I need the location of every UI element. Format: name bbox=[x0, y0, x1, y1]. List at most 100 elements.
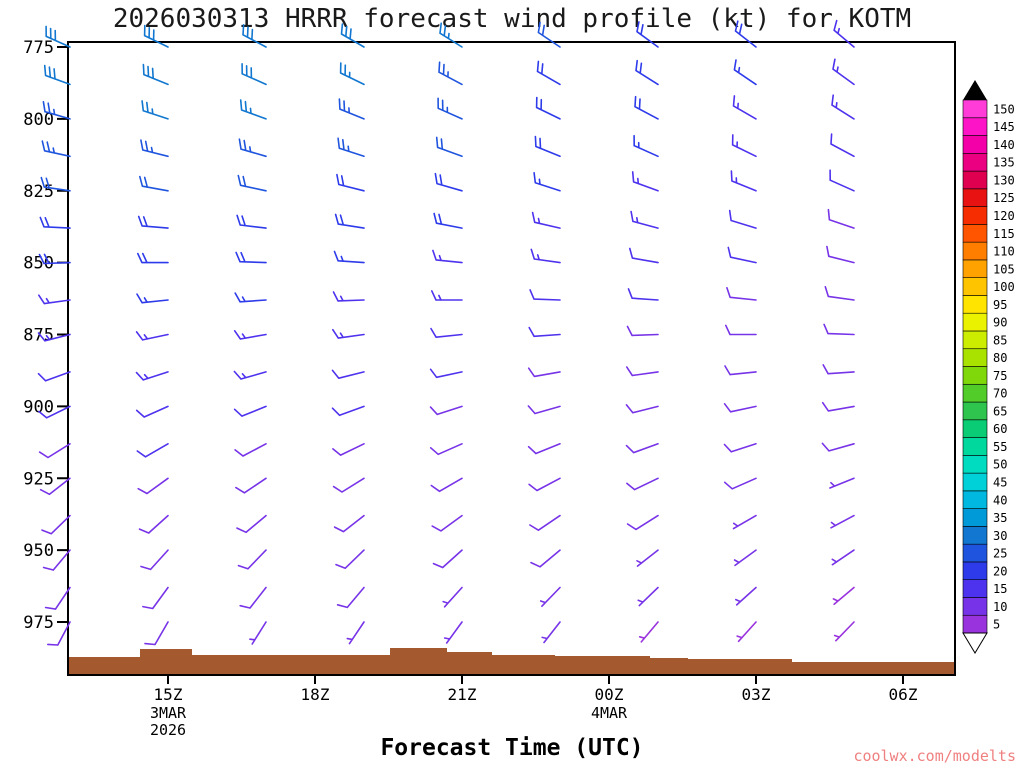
colorbar-segment bbox=[962, 277, 988, 296]
wind-barb bbox=[332, 477, 365, 493]
terrain-segment bbox=[688, 659, 792, 675]
date-sublabel: 4MAR bbox=[591, 704, 628, 722]
wind-barb bbox=[443, 621, 463, 644]
wind-barb bbox=[137, 477, 169, 495]
wind-barb bbox=[627, 288, 659, 301]
wind-barb bbox=[430, 477, 463, 493]
colorbar-segment bbox=[962, 401, 988, 421]
wind-barb bbox=[530, 248, 561, 264]
wind-barb bbox=[736, 621, 757, 643]
colorbar-label: 110 bbox=[993, 245, 1015, 259]
wind-barb bbox=[331, 405, 365, 417]
wind-barb bbox=[430, 327, 463, 338]
wind-barb bbox=[833, 621, 855, 642]
wind-barb bbox=[135, 371, 169, 381]
colorbar-segment bbox=[962, 526, 988, 545]
wind-barb bbox=[47, 621, 71, 646]
wind-barb bbox=[437, 97, 463, 120]
wind-barb bbox=[429, 405, 463, 416]
x-tick-label: 06Z bbox=[889, 685, 918, 704]
wind-barb bbox=[830, 514, 855, 529]
wind-barb bbox=[141, 100, 169, 120]
wind-barb bbox=[435, 136, 463, 158]
wind-barb bbox=[734, 20, 757, 48]
wind-barb bbox=[334, 213, 365, 229]
x-tick-label: 21Z bbox=[448, 685, 477, 704]
wind-barb bbox=[822, 364, 855, 375]
date-sublabel: 3MAR bbox=[150, 704, 187, 722]
barb-column bbox=[37, 25, 71, 646]
wind-barb bbox=[434, 172, 463, 192]
wind-barb bbox=[432, 549, 463, 569]
colorbar-segment bbox=[962, 614, 988, 634]
wind-barb bbox=[42, 549, 71, 571]
colorbar-segment bbox=[962, 490, 988, 509]
wind-barb bbox=[829, 169, 855, 192]
wind-barb bbox=[730, 170, 757, 192]
x-axis-title: Forecast Time (UTC) bbox=[380, 735, 644, 761]
colorbar-label: 150 bbox=[993, 102, 1015, 116]
colorbar-segment bbox=[962, 561, 988, 581]
wind-barb bbox=[45, 25, 71, 48]
wind-barb bbox=[832, 586, 855, 605]
wind-barb bbox=[727, 246, 757, 264]
wind-barb bbox=[249, 621, 267, 645]
wind-barb bbox=[833, 19, 855, 48]
wind-barb bbox=[633, 134, 659, 158]
plot-frame bbox=[67, 41, 956, 676]
wind-barb bbox=[335, 549, 365, 569]
x-tick-label: 00Z bbox=[595, 685, 624, 704]
wind-barb bbox=[442, 586, 463, 608]
colorbar-label: 25 bbox=[993, 547, 1007, 561]
wind-barb bbox=[144, 621, 169, 646]
wind-barb bbox=[139, 175, 169, 192]
terrain-segment bbox=[140, 649, 192, 675]
wind-barb bbox=[431, 514, 463, 532]
y-tick-label: 975 bbox=[23, 613, 54, 633]
wind-barb bbox=[44, 586, 71, 610]
colorbar-label: 105 bbox=[993, 262, 1015, 276]
colorbar-group: 5 10 15 20 25 30 35 40 45 50 55 60 65 70 75 80 85 90 95 100… bbox=[962, 80, 1015, 654]
wind-barb bbox=[631, 171, 659, 192]
wind-barb bbox=[439, 22, 463, 48]
wind-barb bbox=[136, 293, 169, 304]
colorbar-segment bbox=[962, 295, 988, 314]
wind-barb bbox=[528, 326, 561, 338]
wind-barb bbox=[527, 405, 561, 415]
wind-barb bbox=[39, 216, 71, 229]
wind-barb bbox=[333, 514, 365, 533]
wind-barb bbox=[527, 443, 561, 455]
wind-barb bbox=[138, 514, 169, 534]
wind-barb bbox=[235, 477, 267, 494]
barb-column bbox=[429, 22, 463, 644]
wind-barb bbox=[636, 549, 659, 567]
wind-barb bbox=[431, 290, 463, 301]
wind-barb bbox=[537, 21, 561, 48]
wind-barb bbox=[829, 477, 855, 489]
wind-barb bbox=[142, 63, 169, 86]
wind-barb bbox=[536, 60, 561, 86]
colorbar-segment bbox=[962, 472, 988, 492]
wind-barb bbox=[331, 369, 365, 379]
wind-barb bbox=[346, 621, 365, 645]
colorbar-label: 45 bbox=[993, 475, 1007, 489]
wind-barb bbox=[136, 443, 169, 458]
wind-barb bbox=[723, 477, 757, 490]
wind-barb bbox=[332, 291, 365, 302]
barb-column bbox=[331, 23, 365, 645]
colorbar-segment bbox=[962, 99, 988, 119]
wind-barb bbox=[42, 101, 71, 120]
colorbar-label: 75 bbox=[993, 369, 1007, 383]
wind-barb bbox=[332, 443, 365, 456]
colorbar-label: 70 bbox=[993, 387, 1007, 401]
terrain-segment bbox=[792, 662, 955, 675]
wind-barb bbox=[432, 249, 463, 264]
wind-barb bbox=[726, 287, 757, 301]
wind-barb bbox=[140, 549, 169, 571]
wind-barb bbox=[140, 139, 169, 158]
colorbar-label: 100 bbox=[993, 280, 1015, 294]
wind-barb bbox=[337, 137, 365, 158]
colorbar-segment bbox=[962, 224, 988, 243]
